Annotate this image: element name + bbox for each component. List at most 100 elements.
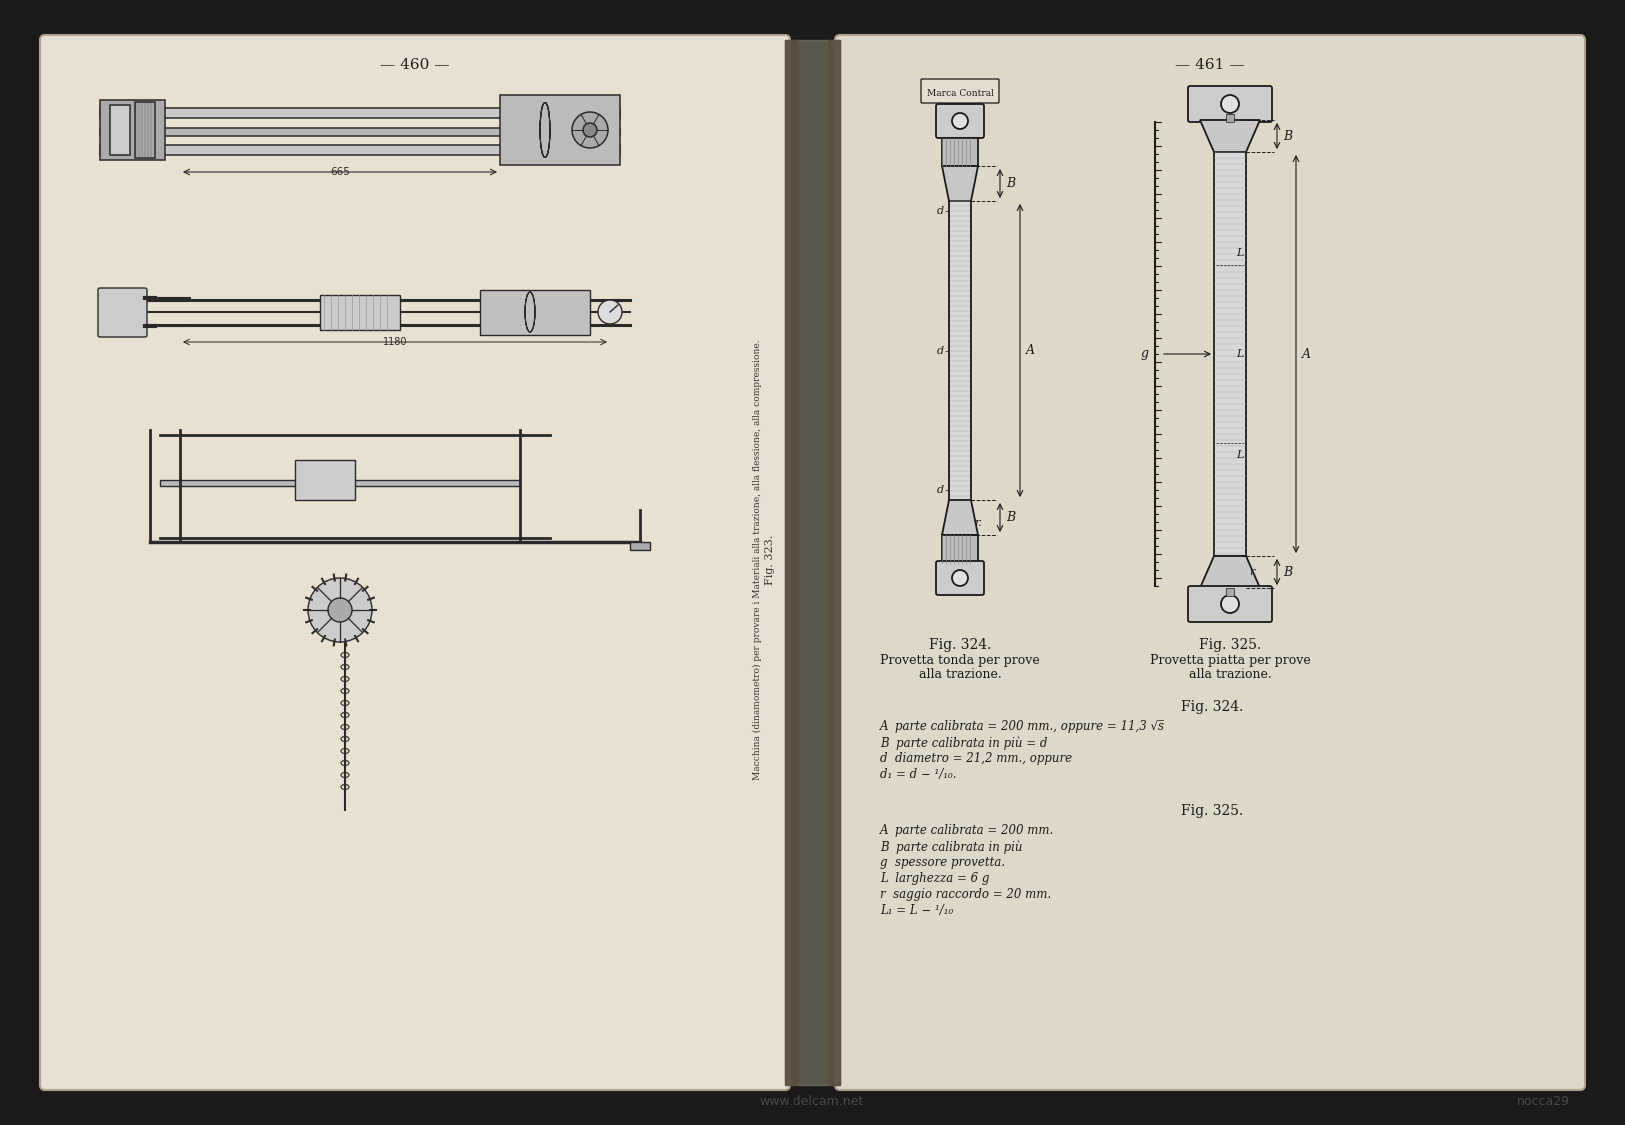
Text: A: A xyxy=(1302,348,1311,360)
Bar xyxy=(50,44,52,1081)
Text: B: B xyxy=(1284,129,1292,143)
Bar xyxy=(296,460,354,500)
Text: g  spessore provetta.: g spessore provetta. xyxy=(881,856,1006,868)
Circle shape xyxy=(952,112,968,129)
Bar xyxy=(60,54,62,1071)
Bar xyxy=(1565,50,1566,1076)
Bar xyxy=(1225,114,1233,122)
Polygon shape xyxy=(1199,120,1259,152)
Bar xyxy=(101,145,621,155)
Text: A: A xyxy=(1025,344,1035,357)
Text: r: r xyxy=(1250,567,1254,577)
Bar xyxy=(630,542,650,550)
Bar xyxy=(145,102,146,158)
Text: A  parte calibrata = 200 mm.: A parte calibrata = 200 mm. xyxy=(881,824,1055,837)
FancyBboxPatch shape xyxy=(936,104,985,138)
Bar xyxy=(1566,48,1570,1077)
Bar xyxy=(150,102,153,158)
FancyBboxPatch shape xyxy=(41,35,790,1090)
Bar xyxy=(62,56,63,1069)
Bar xyxy=(135,102,154,158)
Text: L  larghezza = 6 g: L larghezza = 6 g xyxy=(881,872,990,885)
Text: Marca Contral: Marca Contral xyxy=(926,89,993,98)
Bar xyxy=(135,102,136,158)
Bar xyxy=(49,42,50,1083)
Text: B  parte calibrata in più: B parte calibrata in più xyxy=(881,840,1022,854)
Text: alla trazione.: alla trazione. xyxy=(918,668,1001,681)
Text: B: B xyxy=(1284,566,1292,578)
Polygon shape xyxy=(942,166,978,201)
Text: d: d xyxy=(938,345,944,356)
Text: 1180: 1180 xyxy=(384,338,408,346)
Bar xyxy=(58,52,60,1073)
Bar xyxy=(1570,46,1571,1079)
FancyBboxPatch shape xyxy=(1188,586,1272,622)
Circle shape xyxy=(1220,94,1238,112)
Bar xyxy=(1573,42,1575,1083)
Bar xyxy=(138,102,140,158)
Polygon shape xyxy=(942,500,978,536)
Bar xyxy=(1563,52,1565,1073)
Bar xyxy=(829,40,840,1084)
Text: — 460 —: — 460 — xyxy=(380,58,450,72)
Text: L: L xyxy=(1237,248,1243,258)
Circle shape xyxy=(583,123,596,137)
Text: L₁ = L − ¹/₁₀: L₁ = L − ¹/₁₀ xyxy=(881,904,954,917)
Bar xyxy=(1562,54,1563,1071)
Text: L: L xyxy=(1237,450,1243,460)
Bar xyxy=(111,105,130,155)
Text: Fig. 323.: Fig. 323. xyxy=(765,534,775,585)
Bar xyxy=(785,40,796,1084)
Bar xyxy=(949,201,972,500)
Text: www.delcam.net: www.delcam.net xyxy=(760,1095,864,1108)
Bar xyxy=(479,290,590,335)
Bar xyxy=(1214,152,1246,556)
Bar xyxy=(942,536,978,562)
Circle shape xyxy=(328,598,353,622)
Circle shape xyxy=(572,112,608,148)
Bar xyxy=(54,48,55,1077)
Bar xyxy=(320,295,400,330)
Text: r  saggio raccordo = 20 mm.: r saggio raccordo = 20 mm. xyxy=(881,888,1051,901)
Text: L: L xyxy=(1237,349,1243,359)
Text: alla trazione.: alla trazione. xyxy=(1188,668,1271,681)
Circle shape xyxy=(952,570,968,586)
Bar xyxy=(146,102,150,158)
FancyBboxPatch shape xyxy=(1188,86,1272,122)
Circle shape xyxy=(1220,595,1238,613)
Text: Provetta tonda per prove: Provetta tonda per prove xyxy=(881,654,1040,667)
Bar xyxy=(1558,56,1562,1069)
Text: A  parte calibrata = 200 mm., oppure = 11,3 √s̅: A parte calibrata = 200 mm., oppure = 11… xyxy=(881,720,1165,734)
Circle shape xyxy=(309,578,372,642)
FancyBboxPatch shape xyxy=(835,35,1584,1090)
Text: d₁ = d − ¹/₁₀.: d₁ = d − ¹/₁₀. xyxy=(881,768,957,781)
Text: B: B xyxy=(1006,177,1016,190)
Bar xyxy=(101,100,166,160)
Text: Fig. 325.: Fig. 325. xyxy=(1181,804,1243,818)
Bar xyxy=(101,108,621,118)
Text: B  parte calibrata in più = d: B parte calibrata in più = d xyxy=(881,736,1048,749)
Bar xyxy=(52,46,54,1079)
Bar xyxy=(785,40,840,1084)
FancyBboxPatch shape xyxy=(921,79,999,104)
Polygon shape xyxy=(1199,556,1259,588)
Text: d: d xyxy=(938,485,944,495)
Text: nocca29: nocca29 xyxy=(1518,1095,1570,1108)
Bar xyxy=(1555,60,1557,1065)
Bar xyxy=(1225,588,1233,596)
Bar xyxy=(500,94,621,165)
Text: Fig. 324.: Fig. 324. xyxy=(929,638,991,652)
Bar xyxy=(67,60,68,1065)
Bar xyxy=(141,102,143,158)
Text: B: B xyxy=(1006,511,1016,524)
Bar xyxy=(101,128,621,136)
FancyBboxPatch shape xyxy=(98,288,146,338)
Text: r.: r. xyxy=(973,518,982,528)
Bar xyxy=(942,138,978,166)
Bar xyxy=(1571,44,1573,1081)
Text: d: d xyxy=(938,206,944,216)
Circle shape xyxy=(598,300,622,324)
Text: Fig. 325.: Fig. 325. xyxy=(1199,638,1261,652)
Text: Provetta piatta per prove: Provetta piatta per prove xyxy=(1149,654,1310,667)
Bar xyxy=(63,58,67,1066)
